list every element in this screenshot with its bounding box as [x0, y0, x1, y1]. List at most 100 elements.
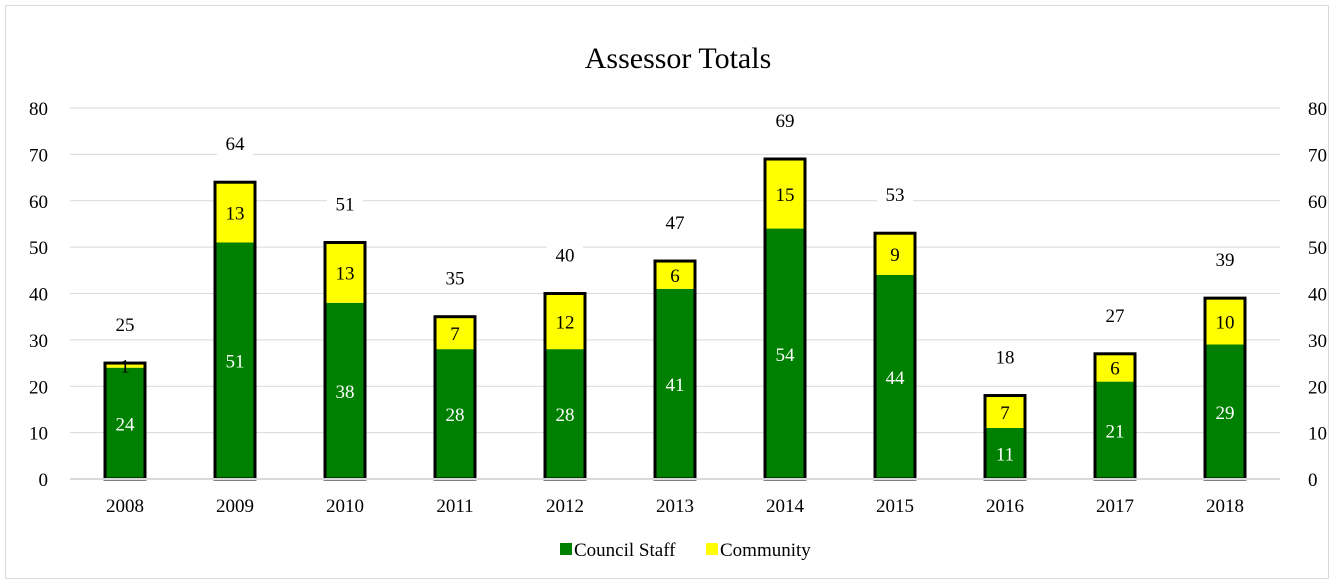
total-label-bg — [327, 193, 363, 218]
x-tick-label: 2008 — [106, 496, 144, 517]
data-label-community: 7 — [450, 324, 460, 345]
bar-community — [215, 182, 255, 243]
y2-tick-label: 40 — [1308, 285, 1327, 306]
x-tick-label: 2017 — [1096, 496, 1134, 517]
bar-community — [875, 233, 915, 275]
data-label-total: 27 — [1106, 306, 1125, 327]
y2-tick-label: 60 — [1308, 192, 1327, 213]
data-label-total: 64 — [226, 134, 246, 155]
data-label-total: 51 — [336, 194, 355, 215]
legend-swatch — [706, 543, 718, 555]
y-tick-label: 30 — [29, 331, 48, 352]
bar-community — [765, 159, 805, 229]
data-label-council-staff: 28 — [556, 405, 575, 426]
bar-council-staff — [1205, 344, 1245, 479]
total-label-bg — [437, 267, 473, 292]
total-label-bg — [547, 244, 583, 269]
bar-council-staff — [985, 427, 1025, 479]
data-label-council-staff: 11 — [996, 444, 1014, 465]
bar-community — [105, 363, 145, 368]
bar-council-staff — [655, 288, 695, 479]
bar-council-staff — [215, 242, 255, 479]
y-tick-label: 20 — [29, 377, 48, 398]
left-y-axis: 0 10 20 30 40 50 60 70 80 — [29, 99, 48, 491]
y2-tick-label: 80 — [1308, 99, 1327, 120]
total-label-bg — [767, 110, 803, 135]
y-tick-label: 0 — [39, 470, 49, 491]
y2-tick-label: 10 — [1308, 424, 1327, 445]
data-label-total: 18 — [996, 348, 1015, 369]
data-label-total: 53 — [886, 185, 905, 206]
data-label-council-staff: 28 — [446, 405, 465, 426]
y2-tick-label: 30 — [1308, 331, 1327, 352]
data-label-total: 69 — [776, 111, 795, 132]
bar-community — [985, 395, 1025, 428]
y2-tick-label: 0 — [1308, 470, 1318, 491]
y-tick-label: 70 — [29, 145, 48, 166]
data-label-total: 35 — [446, 269, 465, 290]
y2-tick-label: 70 — [1308, 145, 1327, 166]
y-tick-label: 50 — [29, 238, 48, 259]
bar-council-staff — [105, 367, 145, 479]
data-label-council-staff: 41 — [666, 375, 685, 396]
bar-community — [325, 242, 365, 303]
right-y-axis: 0 10 20 30 40 50 60 70 80 — [1308, 99, 1327, 491]
y2-tick-label: 50 — [1308, 238, 1327, 259]
chart-frame — [5, 5, 1329, 579]
x-tick-label: 2009 — [216, 496, 254, 517]
total-label-bg — [657, 212, 693, 237]
x-tick-label: 2014 — [766, 496, 805, 517]
y2-tick-label: 20 — [1308, 377, 1327, 398]
data-label-council-staff: 21 — [1106, 421, 1125, 442]
data-label-total: 25 — [116, 315, 135, 336]
x-tick-label: 2012 — [546, 496, 584, 517]
x-tick-label: 2013 — [656, 496, 694, 517]
total-label-bg — [217, 133, 253, 158]
data-label-total: 39 — [1216, 250, 1235, 271]
data-label-council-staff: 29 — [1216, 403, 1235, 424]
data-label-community: 6 — [670, 266, 680, 287]
x-tick-label: 2011 — [436, 496, 473, 517]
bar-community — [1205, 298, 1245, 345]
data-label-community: 15 — [776, 185, 795, 206]
total-label-bg — [107, 314, 143, 339]
data-label-council-staff: 51 — [226, 352, 245, 373]
total-label-bg — [987, 346, 1023, 371]
legend-label: Council Staff — [574, 540, 676, 561]
data-label-community: 10 — [1216, 312, 1235, 333]
gridlines — [70, 107, 1280, 434]
bars: 2412551136438135128735281240416475415694… — [103, 110, 1247, 481]
bar-council-staff — [325, 302, 365, 479]
x-tick-label: 2015 — [876, 496, 914, 517]
bar-community — [545, 293, 585, 350]
y-tick-label: 60 — [29, 192, 48, 213]
legend-swatch — [560, 543, 572, 555]
data-label-community: 13 — [336, 264, 355, 285]
data-label-council-staff: 38 — [336, 382, 355, 403]
data-label-community: 7 — [1000, 403, 1010, 424]
bar-council-staff — [1095, 381, 1135, 479]
x-axis: 2008 2009 2010 2011 2012 2013 2014 2015 2016 2017… — [70, 478, 1280, 517]
data-label-council-staff: 54 — [776, 345, 796, 366]
data-label-council-staff: 24 — [116, 414, 136, 435]
data-label-community: 9 — [890, 245, 900, 266]
legend: Council Staff Community — [560, 540, 811, 561]
bar-community — [435, 316, 475, 350]
bar-community — [655, 261, 695, 289]
x-tick-label: 2018 — [1206, 496, 1244, 517]
bar-council-staff — [765, 228, 805, 479]
total-label-bg — [1097, 304, 1133, 329]
x-tick-label: 2010 — [326, 496, 364, 517]
data-label-council-staff: 44 — [886, 368, 906, 389]
bar-council-staff — [875, 274, 915, 479]
data-label-community: 1 — [120, 356, 130, 377]
y-tick-label: 10 — [29, 424, 48, 445]
legend-label: Community — [720, 540, 811, 561]
total-label-bg — [877, 184, 913, 209]
x-tick-label: 2016 — [986, 496, 1024, 517]
y-tick-label: 80 — [29, 99, 48, 120]
total-label-bg — [1207, 249, 1243, 274]
data-label-total: 47 — [666, 213, 685, 234]
